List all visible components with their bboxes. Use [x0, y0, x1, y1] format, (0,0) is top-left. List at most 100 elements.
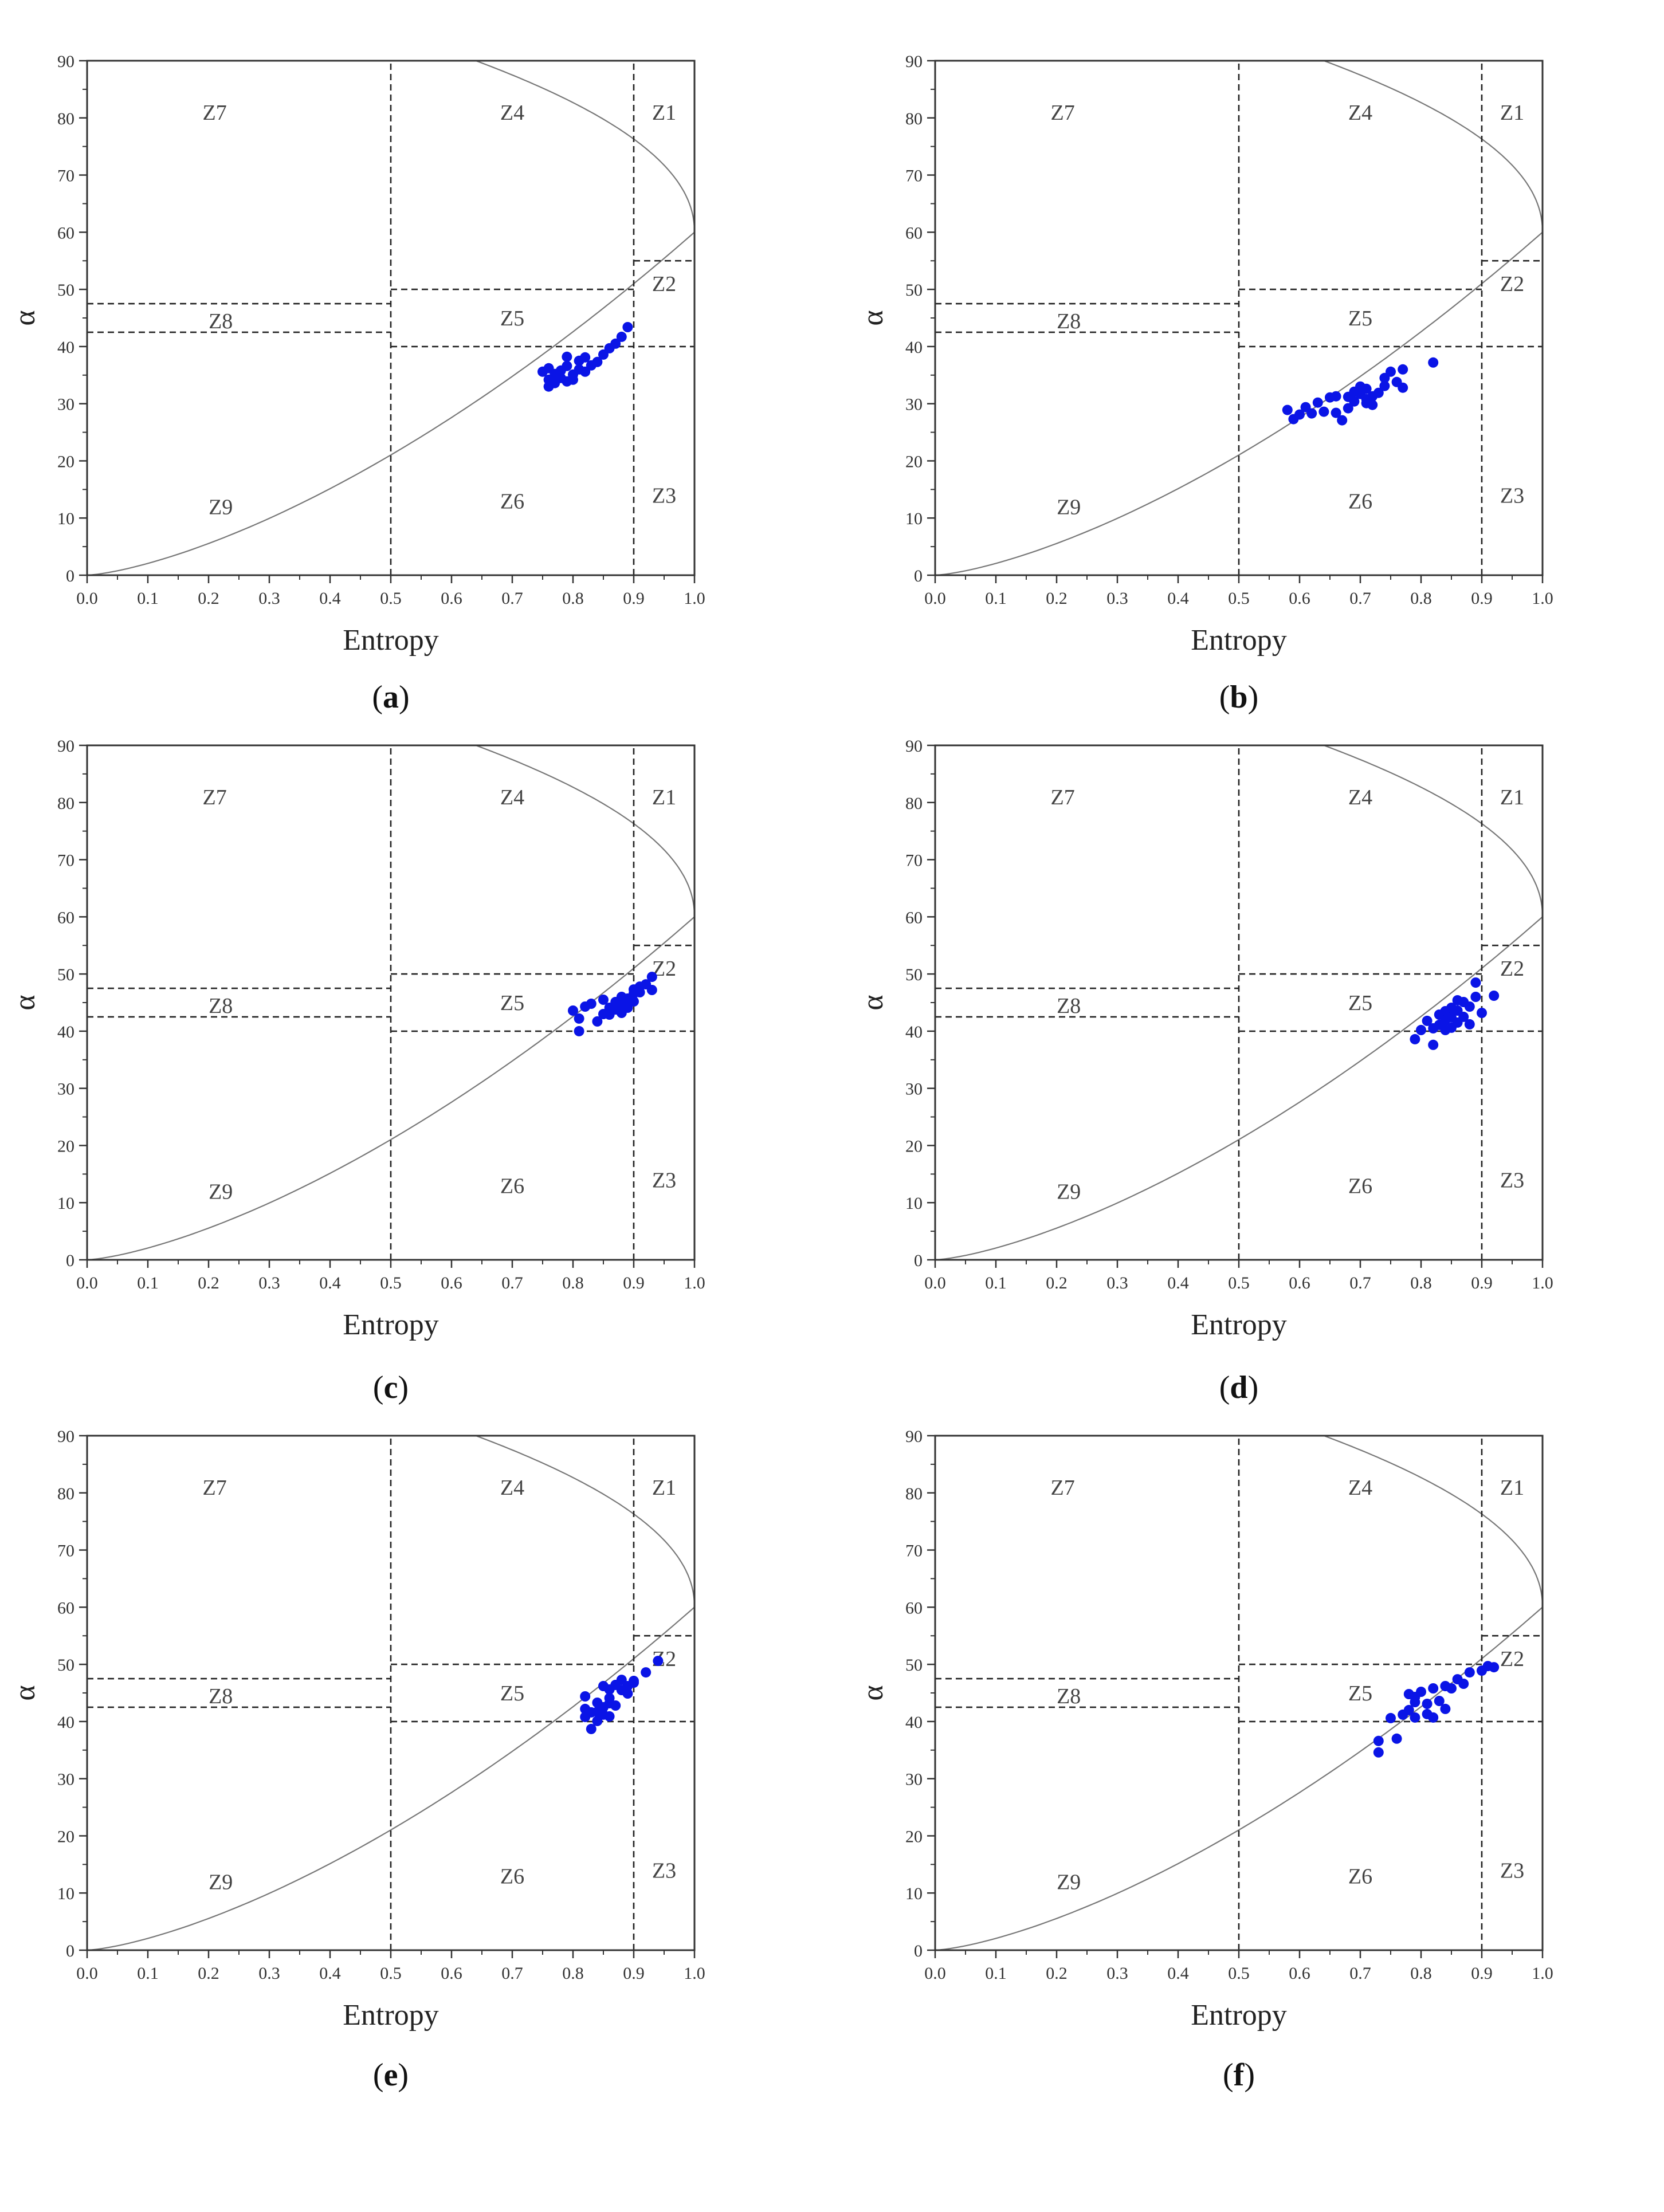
data-point [574, 1026, 584, 1036]
data-point [562, 351, 572, 362]
x-tick-label: 0.4 [319, 1964, 341, 1983]
zone-label-z1: Z1 [652, 1476, 676, 1500]
data-point [574, 1013, 584, 1024]
data-point [1398, 382, 1408, 393]
x-tick-label: 0.7 [501, 589, 523, 608]
y-axis-title: α [9, 310, 41, 325]
y-tick-label: 40 [57, 338, 74, 357]
data-point [586, 1723, 596, 1734]
zone-label-z9: Z9 [1057, 495, 1081, 519]
y-tick-label: 70 [905, 167, 923, 186]
x-tick-label: 1.0 [684, 1964, 705, 1983]
x-tick-label: 0.6 [441, 1964, 462, 1983]
x-tick-label: 0.0 [924, 1964, 946, 1983]
zone-label-z7: Z7 [202, 1476, 226, 1500]
data-point [1470, 977, 1481, 988]
data-point [1294, 409, 1305, 420]
zone-label-z7: Z7 [1050, 101, 1074, 125]
y-tick-label: 60 [57, 223, 74, 242]
zone-label-z1: Z1 [652, 785, 676, 810]
zone-label-z4: Z4 [1348, 101, 1372, 125]
zone-label-z6: Z6 [1348, 1864, 1372, 1888]
y-tick-label: 30 [57, 1770, 74, 1789]
data-point [1331, 407, 1341, 418]
zone-label-z3: Z3 [1500, 1168, 1524, 1192]
zone-label-z6: Z6 [500, 489, 524, 513]
y-tick-label: 20 [57, 452, 74, 471]
zone-label-z8: Z8 [209, 1684, 233, 1708]
x-tick-label: 0.3 [258, 1274, 280, 1292]
panel-caption-a: (a) [372, 679, 410, 715]
data-point [1410, 1692, 1420, 1702]
panel-caption-letter: d [1230, 1370, 1248, 1405]
x-tick-label: 0.4 [319, 1274, 341, 1292]
y-tick-label: 40 [57, 1713, 74, 1732]
zone-label-z9: Z9 [1057, 1180, 1081, 1204]
data-point [543, 363, 554, 374]
x-tick-label: 0.0 [76, 1964, 98, 1983]
y-tick-label: 80 [905, 1484, 923, 1503]
data-point [580, 352, 591, 363]
data-point [629, 984, 639, 995]
x-tick-label: 0.7 [1349, 589, 1371, 608]
x-tick-label: 0.5 [1228, 1964, 1250, 1983]
x-tick-label: 0.9 [1471, 1964, 1493, 1983]
data-point [592, 356, 603, 367]
y-tick-label: 20 [57, 1827, 74, 1846]
x-tick-label: 1.0 [684, 1274, 705, 1292]
zone-label-z2: Z2 [1500, 957, 1524, 981]
data-point [1470, 992, 1481, 1002]
data-point [604, 1009, 615, 1020]
data-point [641, 1667, 652, 1678]
y-tick-label: 90 [905, 737, 923, 756]
data-point [1410, 1712, 1420, 1723]
data-point [629, 996, 639, 1007]
data-point [1440, 1015, 1451, 1026]
x-tick-label: 0.6 [1289, 1964, 1310, 1983]
zone-label-z9: Z9 [209, 1180, 233, 1204]
zone-label-z5: Z5 [1348, 307, 1372, 331]
panel-caption-letter: a [383, 679, 399, 715]
x-tick-label: 0.3 [1106, 589, 1128, 608]
y-tick-label: 10 [57, 1884, 74, 1903]
x-tick-label: 0.5 [380, 1964, 402, 1983]
data-point [592, 1706, 603, 1717]
zone-label-z8: Z8 [209, 309, 233, 333]
y-tick-label: 80 [57, 109, 74, 128]
x-tick-label: 0.5 [1228, 1274, 1250, 1292]
data-point [1422, 1699, 1433, 1709]
feasible-boundary-curve [935, 745, 1543, 1260]
data-point [1464, 1001, 1475, 1012]
data-point [550, 372, 560, 383]
data-point [1446, 1683, 1457, 1694]
x-tick-label: 0.0 [924, 589, 946, 608]
panel-caption-f: (f) [1223, 2057, 1255, 2093]
zone-label-z7: Z7 [1050, 1476, 1074, 1500]
data-point [1422, 1708, 1433, 1719]
y-tick-label: 10 [905, 1194, 923, 1213]
x-tick-label: 0.6 [441, 589, 462, 608]
x-tick-label: 0.4 [319, 589, 341, 608]
data-point [1386, 1712, 1396, 1723]
y-tick-label: 60 [905, 908, 923, 927]
y-tick-label: 80 [905, 109, 923, 128]
data-point [629, 1676, 639, 1686]
data-point [622, 1688, 633, 1699]
x-tick-label: 0.5 [380, 1274, 402, 1292]
y-tick-label: 90 [905, 1427, 923, 1446]
y-tick-label: 10 [57, 1194, 74, 1213]
y-tick-label: 30 [905, 1770, 923, 1789]
y-tick-label: 90 [57, 737, 74, 756]
y-axis-title: α [9, 995, 41, 1010]
zone-label-z9: Z9 [1057, 1870, 1081, 1894]
x-tick-label: 1.0 [684, 589, 705, 608]
data-point [1458, 1011, 1469, 1022]
y-tick-label: 70 [57, 1542, 74, 1561]
data-point [562, 360, 572, 371]
y-tick-label: 10 [905, 1884, 923, 1903]
feasible-boundary-curve [87, 1436, 694, 1950]
x-tick-label: 0.3 [1106, 1274, 1128, 1292]
panel-caption-letter: c [383, 1370, 398, 1405]
y-tick-label: 0 [66, 567, 74, 586]
data-point [1361, 383, 1372, 394]
